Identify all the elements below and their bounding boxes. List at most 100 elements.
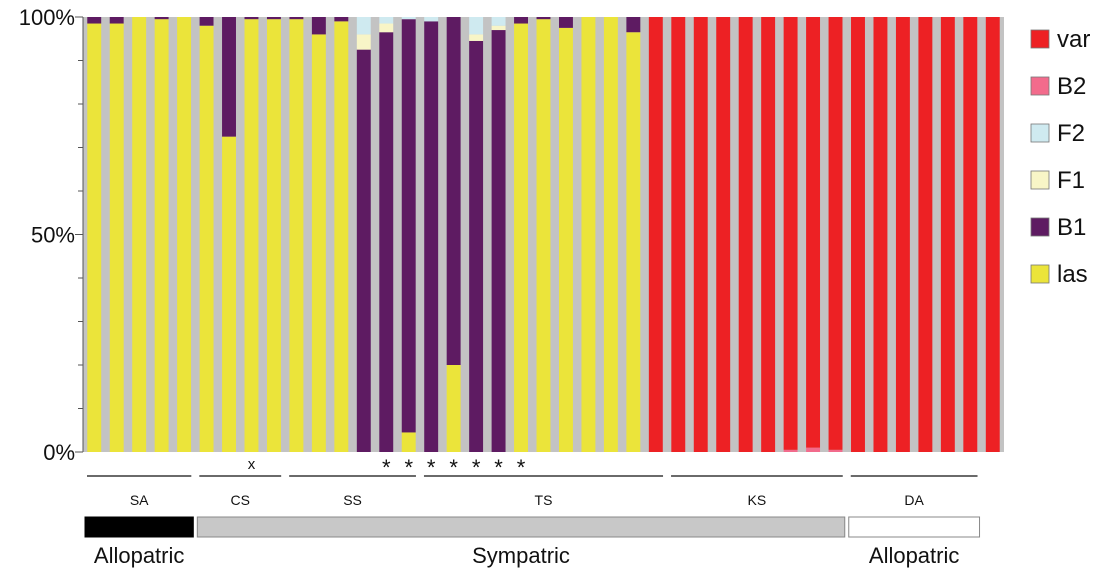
- bar-segment-B1: [356, 49, 371, 452]
- bar-12: [334, 17, 349, 452]
- bar-24: [603, 17, 618, 452]
- bar-17: [446, 17, 461, 452]
- hybrid-marker: *: [517, 455, 526, 480]
- bar-31: [761, 17, 776, 452]
- bar-segment-las: [514, 23, 529, 453]
- legend-label: F2: [1057, 120, 1085, 147]
- region-label: Sympatric: [472, 543, 570, 568]
- bar-15: [401, 17, 416, 452]
- group-KS: KS: [671, 475, 843, 508]
- bar-segment-var: [940, 17, 955, 452]
- bar-segment-F1: [469, 34, 484, 41]
- legend-item-F1: F1: [1030, 167, 1085, 194]
- legend: var B2 F2 F1 B1 las: [1030, 26, 1090, 288]
- region-3: Allopatric: [848, 516, 981, 568]
- bar-18: [469, 17, 484, 453]
- bar-segment-las: [401, 432, 416, 452]
- bar-38: [918, 17, 933, 452]
- bar-segment-B1: [446, 17, 461, 365]
- bar-segment-las: [558, 27, 573, 452]
- bar-36: [873, 17, 888, 452]
- bar-segment-las: [334, 21, 349, 452]
- bar-segment-B1: [334, 17, 349, 22]
- region-label: Allopatric: [94, 543, 184, 568]
- group-TS: TS: [423, 475, 664, 508]
- bar-32: [783, 17, 798, 452]
- bar-23: [581, 17, 596, 452]
- bar-segment-var: [806, 17, 821, 448]
- bar-20: [514, 17, 529, 453]
- region-bar: [196, 516, 846, 538]
- bar-16: [424, 17, 439, 452]
- bar-segment-F2: [491, 17, 506, 26]
- legend-item-var: var: [1030, 26, 1090, 53]
- bar-41: [985, 17, 1000, 452]
- bar-28: [693, 17, 708, 452]
- group-label: SS: [343, 492, 362, 508]
- bar-segment-var: [761, 17, 776, 452]
- bar-segment-las: [199, 25, 214, 452]
- bar-segment-B1: [244, 17, 259, 20]
- bar-segment-B1: [379, 32, 394, 452]
- bar-segment-las: [311, 34, 326, 453]
- bar-segment-B1: [424, 21, 439, 452]
- bar-segment-B1: [558, 17, 573, 28]
- bar-30: [738, 17, 753, 452]
- bar-segment-var: [963, 17, 978, 452]
- legend-swatch: [1030, 217, 1050, 237]
- bar-segment-B1: [266, 17, 281, 20]
- bar-segment-F1: [491, 25, 506, 31]
- bar-segment-var: [671, 17, 686, 452]
- group-DA: DA: [850, 475, 978, 508]
- bar-segment-las: [581, 17, 596, 452]
- bar-1: [87, 17, 102, 453]
- bar-segment-B1: [154, 17, 169, 20]
- bar-segment-las: [289, 19, 304, 453]
- bar-segment-B1: [87, 17, 102, 24]
- bar-10: [289, 17, 304, 453]
- bar-segment-var: [918, 17, 933, 452]
- legend-swatch: [1030, 123, 1050, 143]
- bar-segment-var: [693, 17, 708, 452]
- group-SS: SS: [289, 475, 416, 508]
- bar-segment-F2: [424, 17, 439, 22]
- bar-27: [671, 17, 686, 452]
- region-bar: [848, 516, 981, 538]
- group-label: KS: [748, 492, 767, 508]
- bar-segment-var: [895, 17, 910, 452]
- bar-29: [716, 17, 731, 452]
- bar-22: [558, 17, 573, 452]
- bar-segment-B1: [514, 17, 529, 24]
- region-2: Sympatric: [196, 516, 846, 568]
- bar-segment-F2: [469, 17, 484, 35]
- bar-markers: x * * * * * * *: [248, 455, 526, 480]
- bar-7: [222, 17, 236, 452]
- bar-11: [311, 17, 326, 453]
- bar-segment-B1: [222, 17, 236, 137]
- y-tick-label: 50%: [31, 223, 75, 248]
- bar-segment-var: [648, 17, 663, 452]
- bar-35: [851, 17, 865, 452]
- legend-swatch: [1030, 76, 1050, 96]
- region-bars: Allopatric Sympatric Allopatric: [84, 516, 981, 568]
- bar-34: [828, 17, 843, 452]
- hybrid-marker: *: [472, 455, 481, 480]
- bar-segment-var: [985, 17, 1000, 452]
- legend-item-las: las: [1030, 261, 1088, 288]
- bar-segment-B1: [109, 17, 124, 24]
- bar-segment-var: [783, 17, 798, 450]
- bar-26: [648, 17, 663, 452]
- hybrid-marker: *: [494, 455, 503, 480]
- bar-9: [266, 17, 281, 453]
- bar-8: [244, 17, 259, 453]
- group-CS: CS: [199, 475, 282, 508]
- legend-label: F1: [1057, 167, 1085, 194]
- bar-segment-var: [738, 17, 753, 452]
- group-label: CS: [231, 492, 250, 508]
- y-tick-label: 100%: [19, 5, 75, 30]
- bar-segment-B2: [783, 449, 798, 452]
- bar-segment-las: [154, 19, 169, 453]
- bar-21: [536, 17, 551, 453]
- bar-segment-B1: [536, 17, 551, 20]
